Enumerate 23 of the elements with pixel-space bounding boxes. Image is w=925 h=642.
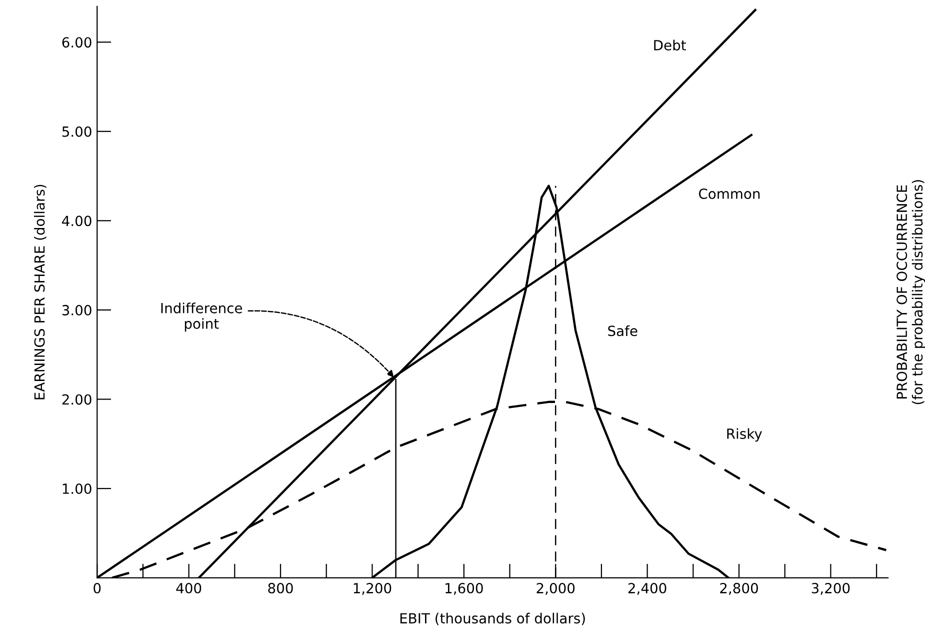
x-tick-label: 2,000 <box>536 582 575 595</box>
x-tick-label: 400 <box>176 582 202 594</box>
series-label: Debt <box>654 40 686 50</box>
y2-axis-title: PROBABILITY OF OCCURRENCE (for the probability distributions) <box>896 180 925 404</box>
y-tick-label: 5.00 <box>62 126 92 137</box>
x-tick-label: 0 <box>94 582 101 594</box>
y-tick-label: 2.00 <box>62 394 92 405</box>
y-tick-label: 4.00 <box>62 216 92 226</box>
x-axis-title: EBIT (thousands of dollars) <box>400 612 585 626</box>
x-tick-label: 1,600 <box>446 582 483 595</box>
text: Safe <box>608 325 638 336</box>
x-tick-label: 3,200 <box>812 582 850 595</box>
series-label: Common <box>698 188 760 200</box>
y-tick-label: 3.00 <box>62 304 92 316</box>
annotation: Indifference point <box>161 302 242 332</box>
x-tick-label: 2,400 <box>628 582 666 595</box>
y-axis-title: EARNINGS PER SHARE (dollars) <box>34 184 46 400</box>
x-tick-label: 1,200 <box>354 582 392 595</box>
y-tick-label: 1.00 <box>62 483 92 494</box>
series-label: Risky <box>727 428 762 442</box>
x-tick-label: 2,800 <box>720 582 758 595</box>
y-tick-label: 6.00 <box>62 37 92 48</box>
x-tick-label: 800 <box>268 582 293 594</box>
